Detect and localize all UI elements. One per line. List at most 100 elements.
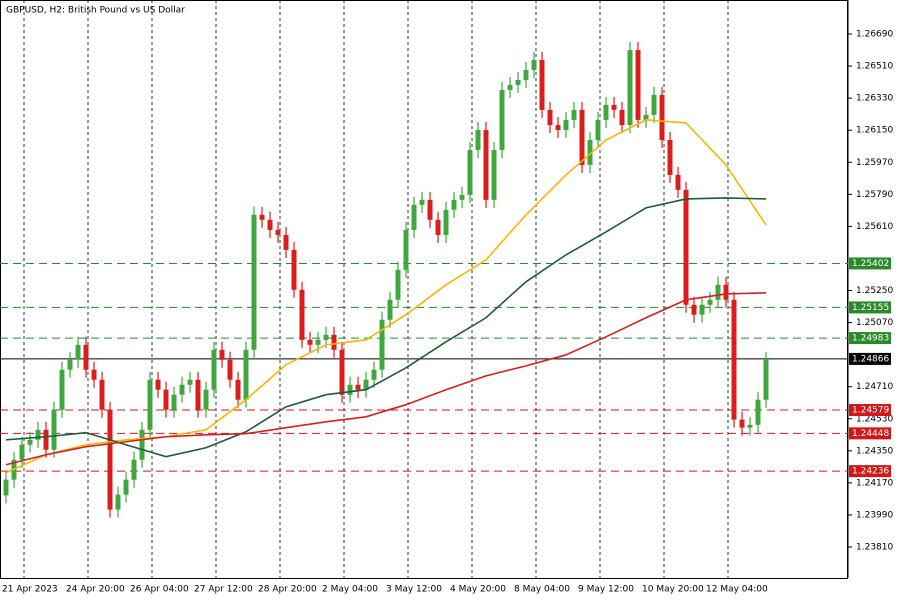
candle-body <box>731 299 737 420</box>
candle-body <box>27 439 33 445</box>
y-tick-label: 1.24710 <box>856 382 893 392</box>
candle-body <box>227 359 233 380</box>
candle-body <box>387 299 393 320</box>
candle-body <box>763 359 769 400</box>
candle-body <box>571 109 577 120</box>
candle-body <box>115 494 121 510</box>
candle-body <box>683 189 689 305</box>
x-tick-label: 28 Apr 20:00 <box>258 585 317 595</box>
candle-body <box>427 199 433 220</box>
candle-body <box>715 284 721 300</box>
level-label-box <box>849 257 891 270</box>
candle-body <box>627 50 633 126</box>
candle-body <box>59 369 65 410</box>
y-tick-label: 1.23810 <box>856 543 893 553</box>
candle-body <box>83 344 89 370</box>
x-tick-label: 3 May 12:00 <box>386 585 442 595</box>
x-tick-label: 8 May 04:00 <box>514 585 570 595</box>
candle-body <box>379 319 385 370</box>
candle-body <box>251 214 257 350</box>
x-tick-label: 21 Apr 2023 <box>2 585 58 595</box>
level-label: 1.24579 <box>852 406 889 416</box>
candle-body <box>619 109 625 126</box>
plot-frame <box>0 0 848 579</box>
candle-body <box>635 50 641 120</box>
y-tick-label: 1.26150 <box>856 126 893 136</box>
x-tick-label: 24 Apr 20:00 <box>66 585 125 595</box>
candle-body <box>299 289 305 340</box>
candle-body <box>259 214 265 220</box>
candle-body <box>411 204 417 230</box>
candle-body <box>419 199 425 205</box>
y-tick-label: 1.25970 <box>856 158 893 168</box>
candle-body <box>195 379 201 410</box>
candle-body <box>723 284 729 300</box>
candle-body <box>339 349 345 395</box>
candle-body <box>403 229 409 270</box>
candle-body <box>187 379 193 385</box>
candle-body <box>539 60 545 110</box>
x-tick-label: 9 May 12:00 <box>578 585 634 595</box>
candle-body <box>651 94 657 115</box>
candle-body <box>315 339 321 345</box>
candle-body <box>747 424 753 428</box>
candle-body <box>483 130 489 200</box>
level-label: 1.24866 <box>852 354 889 364</box>
candle-body <box>211 349 217 390</box>
candle-body <box>91 369 97 380</box>
candle-body <box>243 349 249 400</box>
y-tick-label: 1.25070 <box>856 318 893 328</box>
level-label-box <box>849 427 891 440</box>
candle-body <box>443 209 449 235</box>
level-label-box <box>849 404 891 417</box>
moving-average <box>5 119 767 474</box>
y-tick-label: 1.24530 <box>856 414 893 424</box>
candle-body <box>171 394 177 410</box>
candle-body <box>131 459 137 480</box>
candle-body <box>291 249 297 290</box>
candle-body <box>355 384 361 390</box>
candle-body <box>603 104 609 120</box>
candle-body <box>139 429 145 460</box>
x-tick-label: 12 May 04:00 <box>706 585 768 595</box>
level-label: 1.25402 <box>852 259 889 269</box>
candle-body <box>563 119 569 131</box>
candle-body <box>475 130 481 150</box>
candle-body <box>499 89 505 150</box>
candle-body <box>531 60 537 71</box>
level-label-box <box>849 332 891 345</box>
candle-body <box>19 444 25 460</box>
candle-body <box>707 299 713 305</box>
chart-title: GBPUSD, H2: British Pound vs US Dollar <box>6 6 185 16</box>
candle-body <box>587 140 593 165</box>
candle-body <box>611 104 617 110</box>
candle-body <box>219 349 225 360</box>
level-label: 1.24448 <box>852 429 889 439</box>
candle-body <box>307 339 313 345</box>
level-label: 1.25155 <box>852 303 889 313</box>
candle-body <box>363 379 369 390</box>
y-tick-label: 1.25610 <box>856 222 893 232</box>
candle-body <box>667 140 673 175</box>
candle-body <box>275 229 281 235</box>
x-tick-label: 27 Apr 12:00 <box>194 585 253 595</box>
moving-average <box>5 292 767 466</box>
candle-body <box>331 334 337 350</box>
candle-body <box>235 379 241 400</box>
candle-body <box>51 409 57 450</box>
candle-body <box>3 479 9 496</box>
candle-body <box>507 84 513 90</box>
candle-body <box>699 304 705 315</box>
x-tick-label: 26 Apr 04:00 <box>130 585 189 595</box>
y-tick-label: 1.24170 <box>856 478 893 488</box>
candle-body <box>395 269 401 300</box>
candle-body <box>347 384 353 395</box>
y-tick-label: 1.26510 <box>856 62 893 72</box>
candle-body <box>267 219 273 230</box>
candle-body <box>755 399 761 425</box>
candle-body <box>35 429 41 440</box>
y-tick-label: 1.25250 <box>856 286 893 296</box>
candle-body <box>67 359 73 370</box>
